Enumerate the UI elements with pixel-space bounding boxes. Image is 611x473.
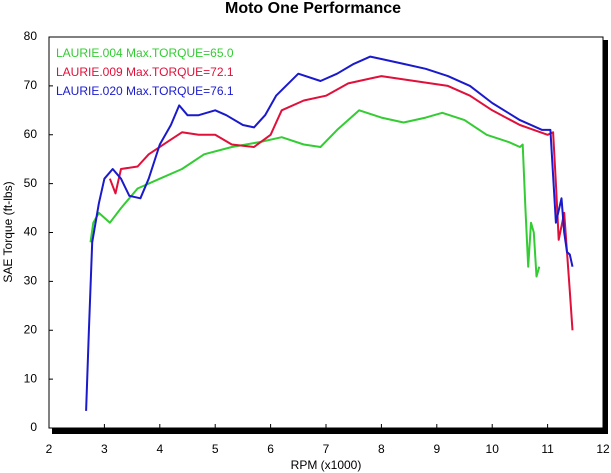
chart-title: Moto One Performance bbox=[225, 0, 401, 17]
y-tick-label: 80 bbox=[24, 29, 38, 43]
x-tick-label: 12 bbox=[596, 442, 610, 456]
x-tick-label: 9 bbox=[433, 442, 440, 456]
series-line bbox=[108, 75, 574, 331]
legend-entry: LAURIE.020 Max.TORQUE=76.1 bbox=[56, 84, 234, 98]
y-axis-label: SAE Torque (ft-lbs) bbox=[1, 181, 15, 282]
y-tick-label: 60 bbox=[24, 127, 38, 141]
legend-entry: LAURIE.009 Max.TORQUE=72.1 bbox=[56, 65, 234, 79]
x-tick-label: 2 bbox=[46, 442, 53, 456]
x-tick-label: 10 bbox=[486, 442, 500, 456]
series-line bbox=[85, 55, 574, 411]
legend-entry: LAURIE.004 Max.TORQUE=65.0 bbox=[56, 46, 234, 60]
y-tick-label: 70 bbox=[24, 78, 38, 92]
y-tick-label: 40 bbox=[24, 225, 38, 239]
y-tick-label: 0 bbox=[30, 420, 37, 434]
y-tick-label: 10 bbox=[24, 371, 38, 385]
plot-area bbox=[48, 36, 604, 429]
x-tick-label: 5 bbox=[212, 442, 219, 456]
x-tick-label: 8 bbox=[378, 442, 385, 456]
x-tick-label: 4 bbox=[156, 442, 163, 456]
series-line bbox=[89, 109, 541, 278]
y-tick-label: 20 bbox=[24, 322, 38, 336]
x-tick-label: 3 bbox=[101, 442, 108, 456]
x-tick-label: 7 bbox=[323, 442, 330, 456]
x-tick-label: 6 bbox=[267, 442, 274, 456]
x-tick-label: 11 bbox=[541, 442, 554, 456]
x-axis-label: RPM (x1000) bbox=[291, 458, 362, 472]
y-tick-label: 30 bbox=[24, 274, 38, 288]
y-tick-label: 50 bbox=[24, 176, 38, 190]
